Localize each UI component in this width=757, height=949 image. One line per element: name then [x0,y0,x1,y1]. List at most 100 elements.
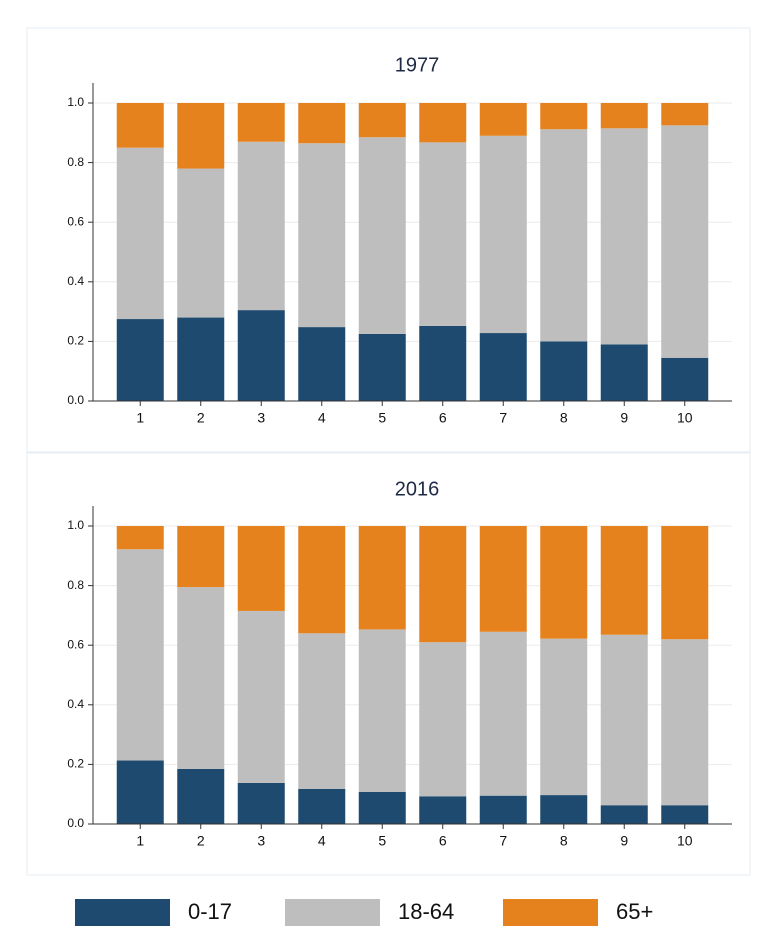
bar-segment [116,526,164,550]
bar-segment [540,638,588,796]
x-tick-label: 9 [620,410,628,426]
bar-segment [419,526,467,643]
bar-segment [177,526,225,588]
bar-segment [237,782,285,824]
bar-segment [358,137,406,334]
x-tick-label: 3 [257,833,265,849]
bar-segment [419,142,467,326]
bar-segment [540,103,588,130]
bar-segment [540,341,588,401]
bar-segment [358,629,406,792]
bar-segment [600,103,648,129]
bar-segment [661,125,709,358]
bar-segment [600,526,648,635]
x-tick-label: 3 [257,410,265,426]
y-tick-label: 0.2 [67,757,84,771]
bar-segment [177,168,225,318]
bar-segment [661,639,709,806]
x-tick-label: 10 [677,410,693,426]
x-tick-label: 8 [560,410,568,426]
bar-segment [540,526,588,639]
bar-segment [479,333,527,401]
x-tick-label: 7 [499,833,507,849]
bar-segment [479,135,527,334]
x-tick-label: 9 [620,833,628,849]
y-tick-label: 0.2 [67,334,84,348]
bar-segment [237,526,285,611]
bar-segment [600,634,648,806]
y-tick-label: 0.4 [67,697,84,711]
x-tick-label: 8 [560,833,568,849]
bar-segment [116,103,164,148]
legend-label: 65+ [616,899,653,924]
legend-swatch [75,899,170,926]
bar-segment [298,143,346,328]
x-tick-label: 2 [197,833,205,849]
x-tick-label: 6 [439,410,447,426]
x-tick-label: 1 [136,833,144,849]
legend-label: 18-64 [398,899,454,924]
bar-segment [419,642,467,797]
bar-segment [237,141,285,311]
bar-segment [177,587,225,769]
bar-segment [358,526,406,630]
legend-swatch [285,899,380,926]
y-tick-label: 0.0 [67,393,84,407]
x-tick-label: 4 [318,410,326,426]
bar-segment [419,325,467,401]
bar-segment [177,768,225,824]
bar-segment [600,128,648,345]
bar-segment [298,327,346,401]
bar-segment [298,633,346,789]
chart-title: 2016 [395,478,440,500]
bar-segment [237,103,285,142]
chart-title: 1977 [395,54,440,76]
x-tick-label: 7 [499,410,507,426]
bar-segment [479,631,527,796]
bar-segment [116,760,164,824]
bar-segment [298,526,346,634]
y-tick-label: 1.0 [67,518,84,532]
bar-segment [237,610,285,783]
bar-segment [358,791,406,824]
x-tick-label: 6 [439,833,447,849]
x-tick-label: 4 [318,833,326,849]
bar-segment [479,103,527,136]
bar-segment [298,103,346,144]
y-tick-label: 1.0 [67,95,84,109]
bar-segment [358,103,406,138]
bar-segment [479,795,527,824]
bar-segment [600,344,648,401]
y-tick-label: 0.0 [67,816,84,830]
bar-segment [298,788,346,824]
bar-segment [661,357,709,401]
y-tick-label: 0.8 [67,155,84,169]
bar-segment [116,319,164,401]
bar-segment [237,310,285,401]
legend-swatch [503,899,598,926]
y-tick-label: 0.8 [67,578,84,592]
x-tick-label: 10 [677,833,693,849]
y-tick-label: 0.4 [67,274,84,288]
x-tick-label: 5 [378,833,386,849]
bar-segment [116,147,164,320]
x-tick-label: 2 [197,410,205,426]
bar-segment [540,129,588,342]
y-tick-label: 0.6 [67,637,84,651]
bar-segment [600,805,648,824]
bar-segment [661,526,709,640]
bar-segment [540,795,588,824]
bar-segment [177,317,225,401]
bar-segment [661,805,709,824]
y-tick-label: 0.6 [67,214,84,228]
bar-segment [116,549,164,761]
bar-segment [177,103,225,169]
x-tick-label: 1 [136,410,144,426]
bar-segment [661,103,709,126]
bar-segment [419,103,467,143]
bar-segment [419,796,467,824]
bar-segment [479,526,527,632]
legend-label: 0-17 [188,899,232,924]
bar-segment [358,333,406,401]
